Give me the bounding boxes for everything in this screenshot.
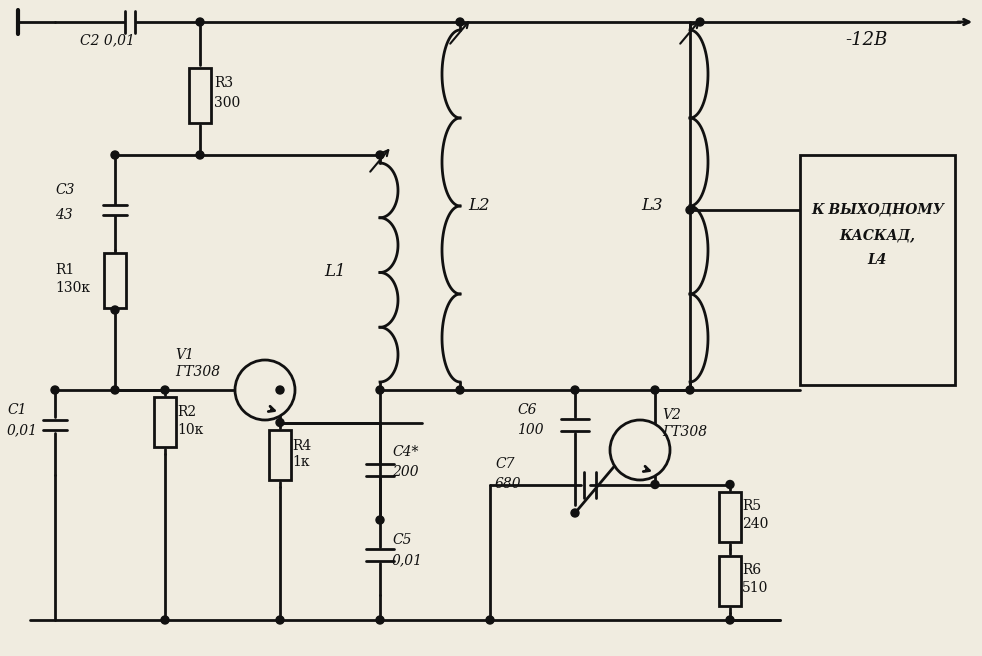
- Circle shape: [51, 386, 59, 394]
- Circle shape: [456, 386, 464, 394]
- Bar: [719, 491, 741, 541]
- Text: L4: L4: [868, 253, 887, 267]
- Text: 510: 510: [742, 581, 768, 596]
- Text: 200: 200: [392, 465, 418, 479]
- Text: 300: 300: [214, 96, 241, 110]
- Bar: [104, 253, 126, 308]
- Circle shape: [376, 386, 384, 394]
- Circle shape: [111, 386, 119, 394]
- Circle shape: [651, 386, 659, 394]
- Circle shape: [376, 516, 384, 524]
- Circle shape: [276, 386, 284, 394]
- Text: С1: С1: [7, 403, 27, 417]
- Circle shape: [276, 419, 284, 426]
- Text: R1: R1: [55, 263, 75, 277]
- Text: 1к: 1к: [292, 455, 309, 470]
- Bar: [719, 556, 741, 605]
- Text: R5: R5: [742, 499, 761, 514]
- Text: V1: V1: [175, 348, 193, 362]
- Text: -12В: -12В: [845, 31, 888, 49]
- Circle shape: [376, 151, 384, 159]
- Text: L2: L2: [468, 197, 490, 215]
- Text: ГТ308: ГТ308: [175, 365, 220, 379]
- Text: L1: L1: [324, 264, 346, 281]
- Circle shape: [686, 206, 694, 214]
- Bar: [154, 397, 176, 447]
- Text: 10к: 10к: [177, 423, 203, 437]
- Text: V2: V2: [662, 408, 681, 422]
- Bar: [189, 68, 211, 123]
- Text: 43: 43: [55, 208, 73, 222]
- Text: 240: 240: [742, 518, 768, 531]
- Text: 0,01: 0,01: [7, 423, 38, 437]
- Circle shape: [376, 616, 384, 624]
- Circle shape: [456, 18, 464, 26]
- Circle shape: [196, 151, 204, 159]
- Circle shape: [111, 151, 119, 159]
- Text: С4*: С4*: [392, 445, 418, 459]
- Circle shape: [610, 420, 670, 480]
- Circle shape: [111, 306, 119, 314]
- Circle shape: [276, 616, 284, 624]
- Circle shape: [651, 480, 659, 489]
- Circle shape: [726, 480, 734, 489]
- Text: К ВЫХОДНОМУ: К ВЫХОДНОМУ: [811, 203, 944, 217]
- Circle shape: [686, 386, 694, 394]
- Text: С6: С6: [517, 403, 536, 417]
- Text: ГТ308: ГТ308: [662, 425, 707, 439]
- Text: R3: R3: [214, 76, 233, 90]
- Text: С5: С5: [392, 533, 411, 547]
- Bar: [800, 155, 955, 385]
- Text: 100: 100: [517, 423, 544, 437]
- Text: 0,01: 0,01: [392, 553, 423, 567]
- Text: R2: R2: [177, 405, 196, 419]
- Circle shape: [235, 360, 295, 420]
- Circle shape: [161, 616, 169, 624]
- Text: С7: С7: [495, 457, 515, 472]
- Circle shape: [726, 616, 734, 624]
- Text: 130к: 130к: [55, 281, 90, 295]
- Circle shape: [571, 386, 579, 394]
- Circle shape: [571, 509, 579, 517]
- Text: С3: С3: [55, 183, 75, 197]
- Circle shape: [696, 18, 704, 26]
- Text: С2 0,01: С2 0,01: [80, 33, 135, 47]
- Circle shape: [196, 18, 204, 26]
- Circle shape: [486, 616, 494, 624]
- Bar: [269, 430, 291, 480]
- Text: 680: 680: [495, 478, 521, 491]
- Text: R6: R6: [742, 564, 761, 577]
- Circle shape: [161, 386, 169, 394]
- Text: КАСКАД,: КАСКАД,: [840, 228, 915, 242]
- Text: L3: L3: [641, 197, 663, 215]
- Text: R4: R4: [292, 440, 311, 453]
